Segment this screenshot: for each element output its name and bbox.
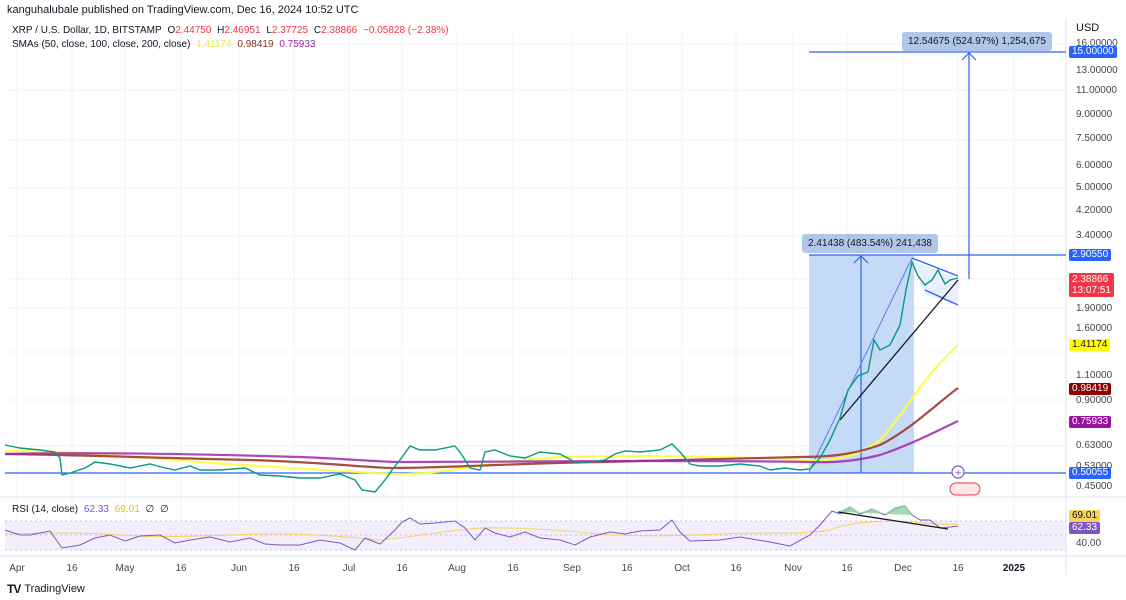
brand-name[interactable]: TradingView bbox=[24, 583, 85, 595]
rsi-label[interactable]: RSI (14, close) bbox=[12, 504, 79, 515]
sma-legend-row: SMAs (50, close, 100, close, 200, close)… bbox=[12, 38, 452, 52]
tradingview-logo-icon[interactable]: TV bbox=[7, 582, 21, 596]
sma50-value: 1.41174 bbox=[196, 39, 232, 50]
rsi-value: 62.33 bbox=[83, 504, 109, 515]
rsi-tag: 62.33 bbox=[1069, 522, 1101, 534]
pennant-upper-line[interactable] bbox=[911, 257, 959, 277]
symbol-name[interactable]: XRP / U.S. Dollar, 1D, BITSTAMP bbox=[12, 25, 162, 36]
sma100-line[interactable] bbox=[4, 387, 959, 470]
open-value: 2.44750 bbox=[175, 25, 212, 36]
high-value: 2.46951 bbox=[224, 25, 261, 36]
sma-label[interactable]: SMAs (50, close, 100, close, 200, close) bbox=[12, 39, 191, 50]
candles[interactable] bbox=[4, 259, 959, 493]
low-value: 2.37725 bbox=[271, 25, 309, 36]
trend-channel-line[interactable] bbox=[808, 257, 913, 473]
sma50-line[interactable] bbox=[4, 344, 959, 476]
rsi-divergence-line[interactable] bbox=[837, 511, 949, 530]
economic-events-icon[interactable] bbox=[949, 482, 981, 496]
bar-countdown: 13:07:51 bbox=[1072, 285, 1111, 296]
close-value: 2.38866 bbox=[321, 25, 358, 36]
change-value: −0.05828 (−2.38%) bbox=[363, 25, 449, 36]
support-price-tag: 0.50055 bbox=[1069, 467, 1112, 479]
trend-support-line[interactable] bbox=[839, 279, 959, 421]
publisher-line: kanguhalubale published on TradingView.c… bbox=[7, 4, 359, 16]
sma200-price-tag: 0.75933 bbox=[1069, 416, 1112, 428]
upper-measure-label[interactable]: 12.54675 (524.97%) 1,254,675 bbox=[902, 32, 1052, 51]
sma200-value: 0.75933 bbox=[279, 39, 316, 50]
rsi-ma-value: 69.01 bbox=[114, 504, 140, 515]
sma200-line[interactable] bbox=[4, 420, 959, 464]
rsi-axis-tick: 40.00 bbox=[1076, 538, 1102, 549]
alert-target-icon[interactable] bbox=[951, 465, 965, 479]
sma100-value: 0.98419 bbox=[237, 39, 274, 50]
resistance-price-tag: 2.90550 bbox=[1069, 249, 1112, 261]
sma50-price-tag: 1.41174 bbox=[1069, 339, 1111, 351]
rsi-ma-tag: 69.01 bbox=[1069, 510, 1101, 522]
currency-label[interactable]: USD bbox=[1076, 22, 1100, 34]
last-price-tag: 2.38866 13:07:51 bbox=[1069, 273, 1114, 297]
rsi-band bbox=[5, 521, 1066, 550]
rsi-ma-line[interactable] bbox=[4, 520, 959, 541]
empty-value-icon: ∅ bbox=[160, 504, 169, 515]
pennant-lower-line[interactable] bbox=[924, 289, 959, 306]
symbol-legend-row: XRP / U.S. Dollar, 1D, BITSTAMP O2.44750… bbox=[12, 25, 449, 36]
main-legend: XRP / U.S. Dollar, 1D, BITSTAMP O2.44750… bbox=[12, 24, 452, 52]
sma100-price-tag: 0.98419 bbox=[1069, 383, 1112, 395]
rsi-legend: RSI (14, close) 62.33 69.01 ∅ ∅ bbox=[12, 504, 172, 515]
rsi-divergence-fill bbox=[838, 505, 912, 515]
empty-value-icon: ∅ bbox=[145, 504, 155, 515]
svg-text:+: + bbox=[955, 469, 963, 479]
target-price-tag: 15.00000 bbox=[1069, 46, 1117, 58]
lower-measure-label[interactable]: 2.41438 (483.54%) 241,438 bbox=[802, 234, 938, 253]
footer: TV TradingView bbox=[7, 582, 85, 596]
